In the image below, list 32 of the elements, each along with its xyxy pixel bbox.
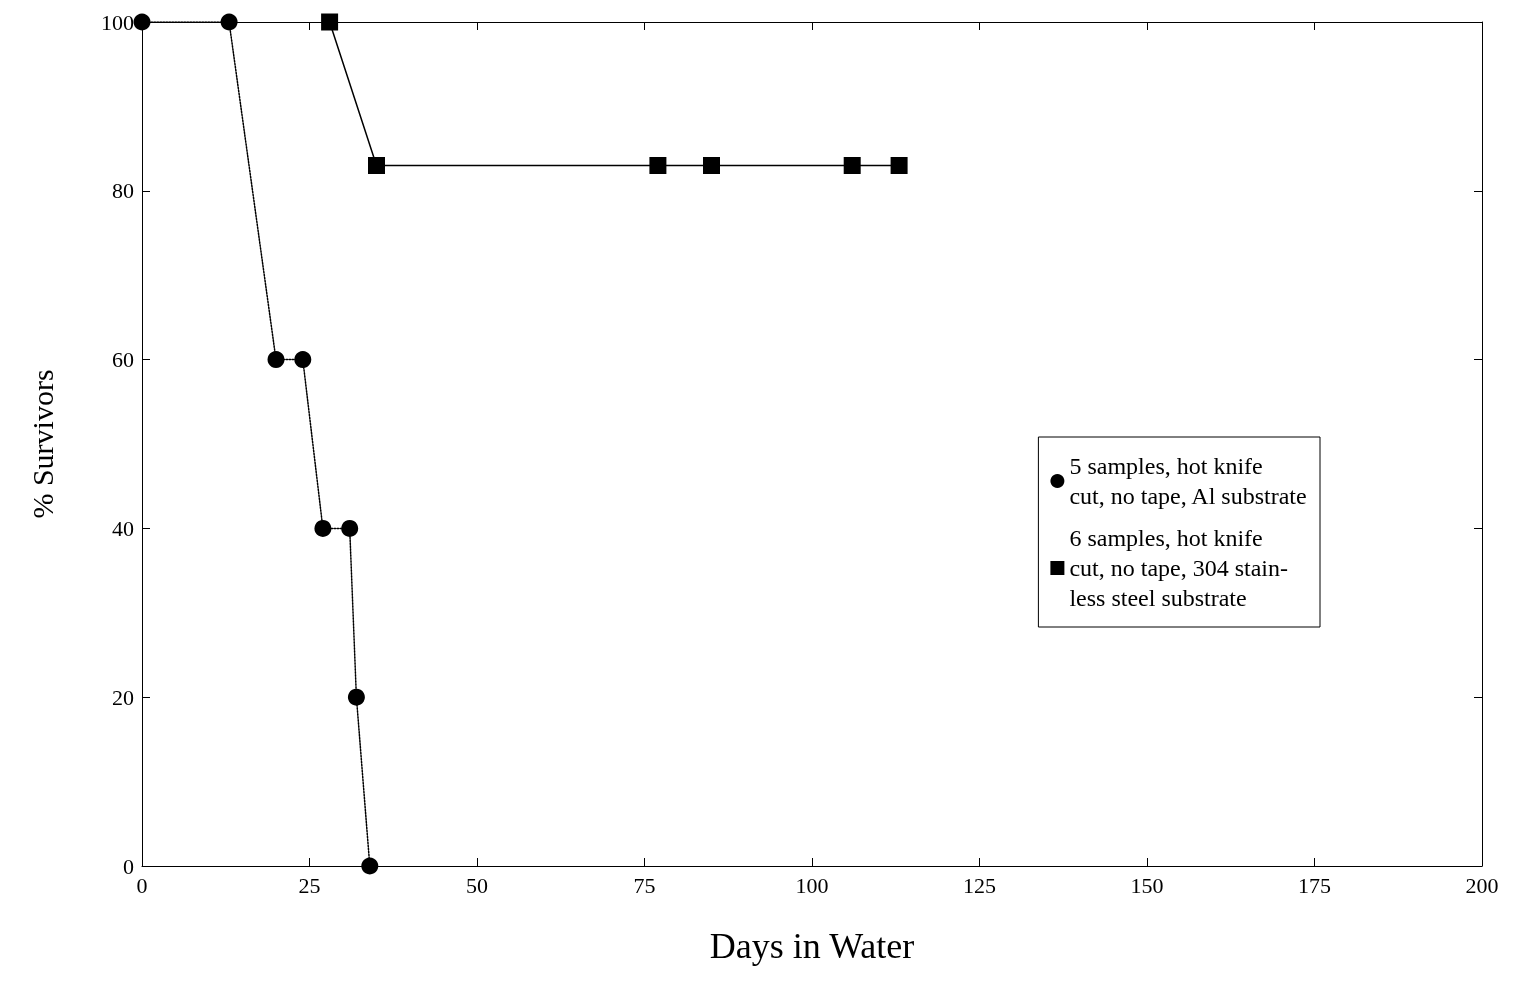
- point: [341, 519, 359, 537]
- point: [267, 351, 285, 369]
- point: [368, 156, 385, 174]
- y-tick-label: 0: [123, 853, 134, 879]
- legend-label: 5 samples, hot knife cut, no tape, Al substrate: [1069, 453, 1307, 509]
- point: [321, 13, 339, 31]
- x-tick-label: 200: [1465, 872, 1499, 898]
- point: [649, 156, 667, 174]
- x-tick-label: 50: [466, 872, 488, 898]
- x-axis-title: Days in Water: [709, 926, 915, 966]
- x-tick-label: 75: [633, 872, 656, 898]
- y-tick-label: 60: [112, 347, 134, 373]
- x-tick-label: 125: [963, 872, 996, 898]
- y-tick-label: 80: [112, 178, 134, 204]
- point: [347, 688, 365, 706]
- point: [703, 156, 720, 174]
- point: [314, 519, 332, 537]
- x-tick-label: 100: [795, 872, 829, 898]
- point: [843, 156, 861, 174]
- y-tick-label: 100: [101, 9, 134, 35]
- point: [361, 857, 379, 875]
- point: [133, 13, 151, 31]
- y-tick-label: 20: [112, 684, 134, 710]
- y-tick-label: 40: [112, 515, 134, 541]
- point: [890, 156, 908, 174]
- x-tick-label: 150: [1130, 872, 1164, 898]
- point: [220, 13, 238, 31]
- x-tick-label: 175: [1298, 872, 1331, 898]
- y-axis-title: % Survivors: [25, 369, 59, 519]
- point: [294, 351, 312, 369]
- legend-label: 6 samples, hot knife cut, no tape, 304 stain- less steel substrate: [1069, 525, 1289, 611]
- x-tick-label: 25: [298, 872, 321, 898]
